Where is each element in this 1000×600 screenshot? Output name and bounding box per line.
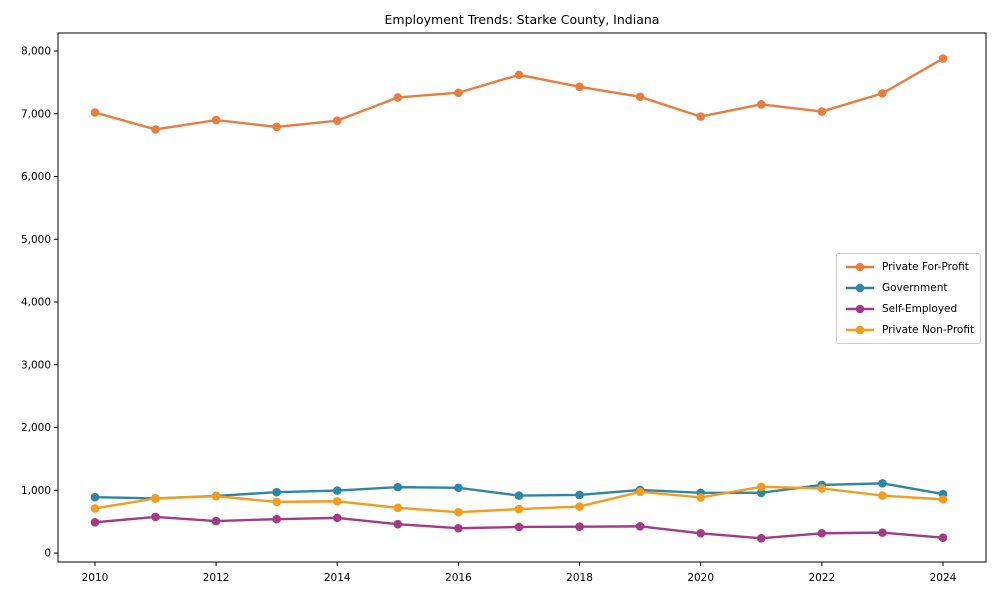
series-point-self-employed [393,519,403,529]
series-point-private-non-profit [90,504,100,513]
series-point-private-non-profit [817,484,827,493]
legend-item-private-for-profit: Private For-Profit [845,257,980,278]
series-point-private-for-profit [454,88,463,98]
legend-item-private-non-profit: Private Non-Profit [845,320,980,341]
series-point-self-employed [151,512,160,522]
x-tick-label: 2012 [203,572,230,584]
series-point-private-for-profit [817,107,827,116]
series-point-government [332,486,342,495]
series-point-self-employed [332,513,342,523]
legend-item-self-employed: Self-Employed [845,299,980,320]
legend-item-government: Government [845,278,980,299]
legend-label: Self-Employed [882,303,958,315]
series-point-self-employed [696,528,705,538]
y-tick-label: 1,000 [21,485,51,497]
legend: Private For-Profit Government Self-Employe… [836,253,981,344]
series-point-private-non-profit [878,491,887,500]
y-tick-label: 5,000 [21,234,51,246]
series-point-government [272,487,281,497]
series-point-private-for-profit [878,89,887,98]
series-point-self-employed [575,522,584,531]
x-tick-label: 2020 [687,572,714,584]
series-point-government [393,482,403,492]
series-point-self-employed [272,514,281,524]
y-tick-label: 2,000 [21,422,51,434]
series-point-private-non-profit [514,504,524,514]
series-point-government [756,488,766,498]
axes-frame [57,32,987,563]
series-point-private-for-profit [938,54,948,63]
series-point-government [514,491,524,500]
y-tick-label: 3,000 [21,359,51,371]
series-point-self-employed [878,528,887,537]
series-point-government [454,483,463,493]
series-point-private-non-profit [272,497,281,507]
series-point-private-for-profit [696,112,705,121]
series-point-private-non-profit [575,502,584,511]
series-point-government [90,492,100,502]
legend-label: Private For-Profit [882,261,969,273]
series-point-self-employed [635,522,645,531]
series-point-government [878,479,887,488]
series-point-private-for-profit [756,100,766,109]
series-point-government [575,490,584,500]
legend-marker-icon [846,262,874,272]
series-point-private-non-profit [393,503,403,513]
series-point-private-for-profit [90,108,100,117]
series-point-self-employed [817,528,827,538]
x-tick-label: 2014 [324,572,351,584]
series-point-private-for-profit [272,122,281,132]
series-point-private-non-profit [332,496,342,506]
legend-label: Government [882,282,948,294]
series-point-private-non-profit [635,487,645,497]
x-tick-label: 2010 [82,572,109,584]
series-point-private-non-profit [756,482,766,492]
series-point-private-non-profit [211,491,221,501]
legend-marker-icon [846,283,874,293]
series-point-private-for-profit [635,92,645,102]
series-point-private-non-profit [696,493,705,502]
series-point-private-for-profit [332,116,342,125]
series-line-private-for-profit [93,57,945,131]
y-tick-label: 8,000 [21,46,51,58]
y-tick-label: 6,000 [21,171,51,183]
series-point-private-non-profit [938,495,948,504]
series-point-self-employed [90,517,100,527]
chart-title: Employment Trends: Starke County, Indian… [385,12,660,27]
series-point-private-for-profit [514,70,524,80]
series-point-self-employed [514,522,524,532]
x-tick-label: 2024 [930,572,957,584]
y-tick-label: 4,000 [21,297,51,309]
series-point-private-non-profit [151,494,160,503]
series-point-private-for-profit [393,93,403,102]
series-point-self-employed [454,523,463,533]
x-tick-label: 2018 [566,572,593,584]
series-point-self-employed [211,516,221,526]
series-point-private-for-profit [575,82,584,92]
x-tick-label: 2016 [445,572,472,584]
legend-label: Private Non-Profit [882,324,975,336]
series-point-self-employed [938,533,948,542]
x-tick-label: 2022 [808,572,835,584]
legend-marker-icon [846,325,874,335]
series-point-private-non-profit [454,507,463,517]
y-tick-label: 7,000 [21,108,51,120]
series-point-private-for-profit [211,115,221,125]
series-point-self-employed [756,533,766,543]
series-point-private-for-profit [151,125,160,134]
legend-marker-icon [846,304,874,314]
y-tick-label: 0 [44,548,51,560]
